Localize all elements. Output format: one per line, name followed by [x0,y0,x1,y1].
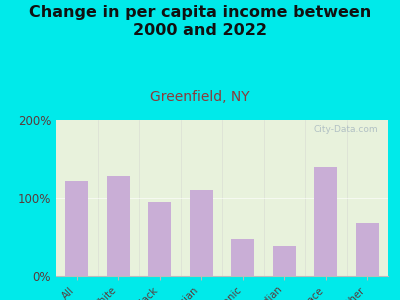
Text: City-Data.com: City-Data.com [314,125,378,134]
Bar [190,190,213,276]
Bar [107,176,130,276]
Bar [148,202,171,276]
Bar [314,167,337,276]
Bar [273,246,296,276]
Text: Greenfield, NY: Greenfield, NY [150,90,250,104]
Bar [356,223,379,276]
Text: Change in per capita income between
2000 and 2022: Change in per capita income between 2000… [29,4,371,38]
Bar [231,238,254,276]
Bar [65,181,88,276]
